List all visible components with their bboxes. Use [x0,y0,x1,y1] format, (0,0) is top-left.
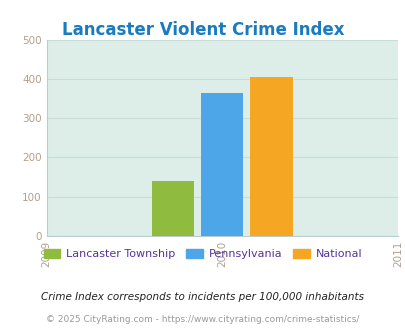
Bar [250,77,292,236]
Text: Crime Index corresponds to incidents per 100,000 inhabitants: Crime Index corresponds to incidents per… [41,292,364,302]
Text: Lancaster Violent Crime Index: Lancaster Violent Crime Index [62,21,343,40]
Bar [152,181,194,236]
Legend: Lancaster Township, Pennsylvania, National: Lancaster Township, Pennsylvania, Nation… [39,244,366,263]
Bar [201,93,243,236]
Text: © 2025 CityRating.com - https://www.cityrating.com/crime-statistics/: © 2025 CityRating.com - https://www.city… [46,315,359,324]
